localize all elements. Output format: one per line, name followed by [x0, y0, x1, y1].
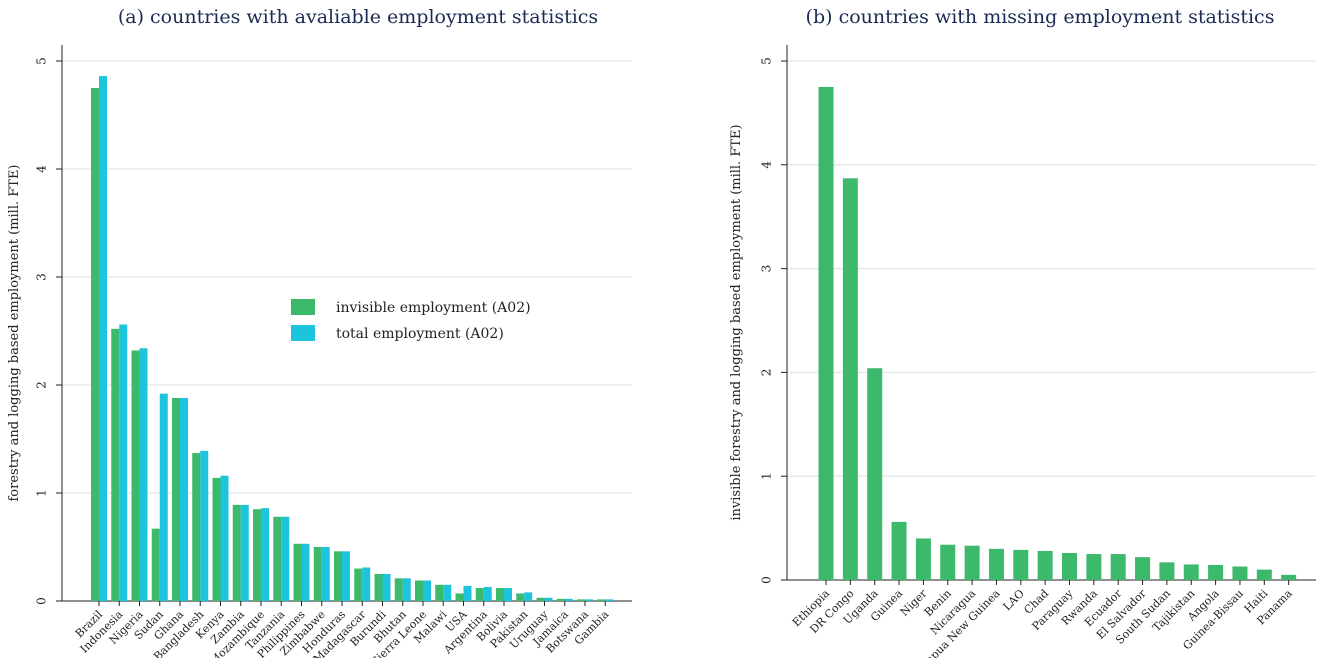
chart-b-y-axis-label: invisible forestry and logging based emp…: [729, 124, 744, 520]
chart-a-ytick-label-5: 5: [35, 57, 49, 65]
chart-a-legend-swatch-invisible: [291, 299, 315, 315]
chart-b-bar-ecuador: [1110, 554, 1126, 580]
chart-a-title: (a) countries with avaliable employment …: [117, 6, 599, 28]
chart-a-bar-total-sierra-leone: [423, 580, 431, 601]
chart-a-bar-invisible-zambia: [232, 504, 241, 601]
chart-a-bar-total-burundi: [382, 574, 391, 601]
chart-b-ytick-label-3: 3: [760, 265, 774, 273]
chart-a-ytick-label-1: 1: [35, 489, 49, 497]
chart-a-bar-invisible-indonesia: [111, 328, 120, 601]
chart-a-bar-total-bolivia: [504, 588, 512, 601]
chart-a-bar-invisible-bhutan: [394, 578, 403, 601]
chart-b-bar-rwanda: [1086, 554, 1102, 580]
chart-a-bar-invisible-philippines: [293, 543, 302, 601]
chart-b-bar-chad: [1037, 550, 1053, 580]
chart-a-bar-invisible-sierra-leone: [415, 580, 423, 601]
chart-a-bar-total-kenya: [220, 475, 229, 601]
chart-b-bar-guinea-bissau: [1232, 566, 1248, 580]
chart-a-bar-total-bangladesh: [200, 450, 209, 601]
chart-a-bar-invisible-mozambique: [253, 509, 261, 601]
chart-a-bar-total-ghana: [180, 397, 188, 601]
chart-b-bar-papua-new-guinea: [988, 548, 1004, 580]
chart-a-bar-total-uruguay: [544, 597, 553, 601]
chart-a-bar-invisible-malawi: [435, 584, 444, 601]
chart-a-bar-invisible-ghana: [172, 397, 180, 601]
chart-b-ytick-label-5: 5: [760, 57, 774, 65]
chart-a-bar-total-nigeria: [139, 348, 148, 601]
chart-a-y-axis-label: forestry and logging based employment (m…: [7, 164, 22, 501]
chart-a-bar-total-brazil: [99, 76, 107, 602]
chart-a-bar-total-zimbabwe: [321, 547, 330, 601]
chart-a-bar-invisible-burundi: [374, 574, 383, 601]
chart-b-bar-paraguay: [1062, 553, 1077, 580]
chart-b-ytick-label-0: 0: [760, 576, 774, 584]
chart-b-bar-el-salvador: [1135, 557, 1151, 580]
chart-a-bar-invisible-kenya: [212, 477, 221, 601]
chart-a-bar-invisible-usa: [455, 593, 464, 601]
chart-a-bar-invisible-bangladesh: [192, 453, 201, 601]
chart-a-legend-label-total: total employment (A02): [336, 326, 504, 342]
chart-a-bar-total-mozambique: [261, 508, 269, 601]
chart-a-bar-total-usa: [463, 585, 472, 601]
chart-a-bar-total-botswana: [585, 599, 593, 601]
chart-a-bar-total-argentina: [483, 586, 492, 601]
chart-b-bar-guinea: [891, 521, 907, 580]
chart-a-bar-total-jamaica: [564, 598, 573, 601]
chart-a-ytick-label-4: 4: [35, 165, 49, 173]
chart-a-bar-invisible-pakistan: [516, 593, 525, 601]
chart-b-ytick-label-2: 2: [760, 369, 774, 377]
chart-b-bar-ethiopia: [818, 86, 834, 580]
chart-a-bar-invisible-honduras: [334, 551, 342, 601]
chart-b-bar-south-sudan: [1159, 562, 1175, 580]
chart-a-bar-total-honduras: [342, 551, 350, 601]
chart-a-bar-invisible-nigeria: [131, 350, 140, 601]
chart-a-bar-invisible-tanzania: [273, 516, 282, 601]
chart-b-bar-lao: [1013, 549, 1029, 580]
chart-b-ytick-label-1: 1: [760, 472, 774, 480]
chart-b-bar-angola: [1208, 564, 1224, 580]
chart-a-bar-total-gambia: [605, 599, 614, 601]
chart-a-legend-swatch-total: [291, 325, 315, 341]
chart-b-title: (b) countries with missing employment st…: [805, 6, 1275, 28]
chart-a-bar-total-indonesia: [119, 324, 128, 601]
chart-b-bar-tajikistan: [1183, 564, 1199, 580]
chart-a-bar-total-pakistan: [524, 592, 533, 601]
chart-a-ytick-label-3: 3: [35, 273, 49, 281]
chart-a-bar-invisible-botswana: [577, 599, 585, 601]
chart-b-bar-haiti: [1256, 569, 1272, 580]
chart-b-bar-uganda: [867, 368, 883, 580]
chart-a-bar-invisible-madagascar: [354, 568, 363, 601]
chart-a-bar-total-malawi: [443, 584, 452, 601]
chart-a-ytick-label-0: 0: [35, 597, 49, 605]
chart-a-bar-invisible-gambia: [597, 599, 606, 601]
chart-a-bar-total-philippines: [301, 543, 310, 601]
chart-a-bar-total-tanzania: [281, 516, 290, 601]
chart-b-bar-dr-congo: [842, 178, 858, 580]
chart-a-bar-invisible-brazil: [91, 88, 99, 601]
chart-b-bar-nicaragua: [964, 545, 980, 580]
chart-b-ytick-label-4: 4: [760, 161, 774, 169]
chart-b-bar-niger: [915, 538, 931, 580]
chart-a-bar-invisible-zimbabwe: [313, 547, 322, 601]
chart-a-bar-total-sudan: [159, 393, 168, 601]
chart-a-bar-total-zambia: [240, 504, 249, 601]
chart-a-bar-invisible-argentina: [475, 588, 484, 601]
chart-a-bar-invisible-sudan: [151, 528, 160, 601]
chart-a-bar-total-bhutan: [402, 578, 411, 601]
chart-a-bar-total-madagascar: [362, 567, 371, 601]
chart-a-legend-label-invisible: invisible employment (A02): [336, 300, 531, 316]
chart-a-ytick-label-2: 2: [35, 381, 49, 389]
chart-a-bar-invisible-bolivia: [496, 588, 504, 601]
chart-a-bar-invisible-uruguay: [536, 597, 545, 601]
chart-a-bar-invisible-jamaica: [556, 598, 565, 601]
chart-b-bar-benin: [940, 544, 956, 580]
chart-b-bar-panama: [1281, 574, 1297, 580]
